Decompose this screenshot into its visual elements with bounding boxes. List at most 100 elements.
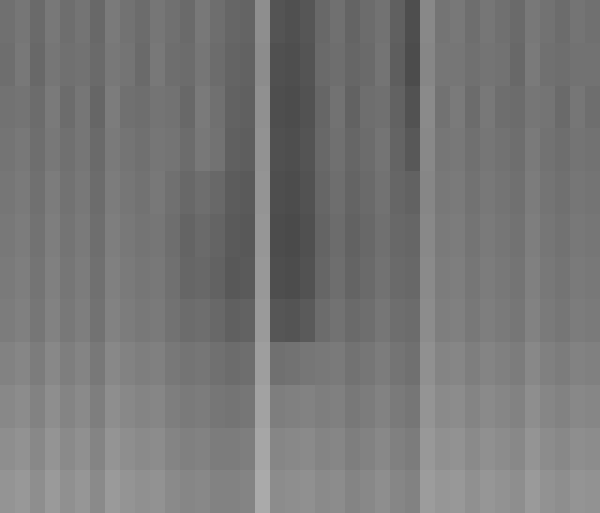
cell [285,171,300,214]
cell [90,128,105,171]
cell [135,0,150,43]
cell [225,342,240,385]
cell [240,214,255,257]
cell [0,171,15,214]
cell [495,428,510,470]
cell [105,385,120,428]
cell [15,342,30,385]
cell [285,428,300,470]
cell [240,171,255,214]
cell [450,342,465,385]
cell [195,470,210,513]
cell [300,299,315,342]
cell [360,43,375,86]
cell [195,86,210,128]
cell [75,299,90,342]
cell [405,428,420,470]
cell [90,299,105,342]
cell [120,257,135,299]
cell [270,385,285,428]
cell [150,299,165,342]
cell [210,342,225,385]
cell [405,470,420,513]
cell [390,43,405,86]
cell [30,43,45,86]
cell [540,128,555,171]
cell [510,43,525,86]
cell [210,86,225,128]
cell [300,0,315,43]
cell [120,0,135,43]
cell [300,128,315,171]
cell [270,342,285,385]
cell [345,428,360,470]
cell [180,257,195,299]
cell [15,43,30,86]
cell [135,257,150,299]
cell [60,342,75,385]
cell [585,428,600,470]
cell [0,86,15,128]
cell [60,43,75,86]
cell [525,0,540,43]
cell [45,428,60,470]
cell [240,342,255,385]
cell [285,86,300,128]
cell [270,470,285,513]
cell [540,470,555,513]
cell [330,0,345,43]
cell [0,470,15,513]
cell [195,342,210,385]
cell [315,171,330,214]
cell [165,214,180,257]
cell [405,171,420,214]
cell [570,428,585,470]
cell [480,214,495,257]
cell [495,299,510,342]
cell [510,470,525,513]
cell [420,43,435,86]
cell [270,0,285,43]
cell [420,342,435,385]
cell [60,171,75,214]
cell [345,299,360,342]
cell [540,342,555,385]
cell [255,171,270,214]
cell [15,86,30,128]
cell [390,128,405,171]
cell [585,257,600,299]
cell [540,86,555,128]
cell [330,214,345,257]
cell [555,385,570,428]
cell [195,385,210,428]
cell [225,0,240,43]
cell [285,470,300,513]
cell [180,43,195,86]
cell [210,257,225,299]
cell [210,0,225,43]
cell [60,470,75,513]
cell [210,299,225,342]
cell [480,342,495,385]
cell [330,385,345,428]
cell [30,214,45,257]
cell [315,0,330,43]
cell [270,299,285,342]
spectrogram [0,0,600,513]
cell [540,299,555,342]
cell [555,342,570,385]
cell [135,214,150,257]
cell [300,428,315,470]
cell [405,128,420,171]
cell [465,43,480,86]
cell [75,0,90,43]
cell [330,257,345,299]
cell [105,86,120,128]
cell [210,214,225,257]
cell [390,342,405,385]
cell [570,257,585,299]
cell [525,214,540,257]
cell [375,0,390,43]
cell [165,385,180,428]
cell [90,86,105,128]
